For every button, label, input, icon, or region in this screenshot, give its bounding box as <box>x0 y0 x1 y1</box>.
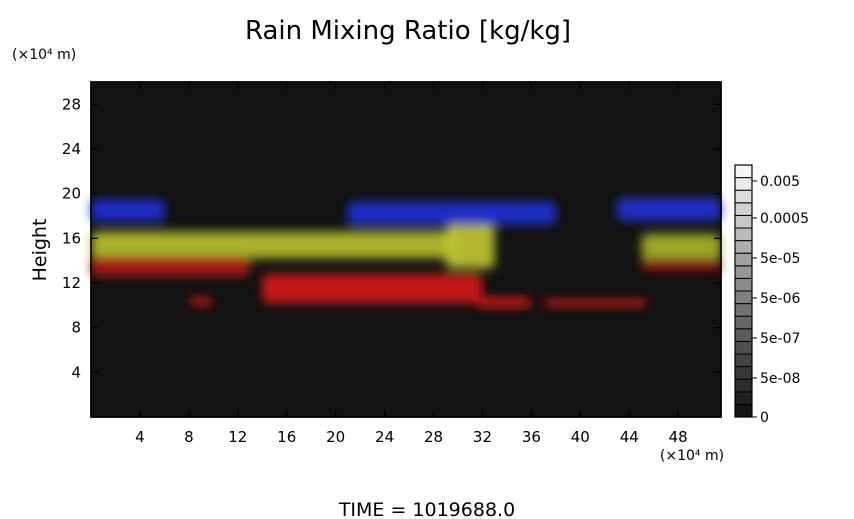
colorbar-step <box>734 403 753 418</box>
heatmap-regions <box>91 198 721 308</box>
colorbar: 0.005 0.0005 5e-05 5e-06 5e-07 5e-08 0 <box>734 164 809 426</box>
colorbar-step <box>734 353 753 368</box>
y-tick-label: 24 <box>62 140 81 158</box>
red-layer-11 <box>641 258 721 272</box>
colorbar-step <box>734 391 753 405</box>
colorbar-label: 5e-07 <box>760 331 800 347</box>
footer-time: TIME = 1019688.0 <box>338 499 515 519</box>
x-tick-label: 16 <box>277 428 296 446</box>
yellow-layer-4 <box>445 224 495 269</box>
colorbar-label: 0 <box>760 410 769 426</box>
colorbar-step <box>734 303 753 317</box>
colorbar-step <box>734 277 753 292</box>
x-tick-label: 48 <box>669 428 688 446</box>
x-tick-label: 8 <box>184 428 194 446</box>
blue-layer-1 <box>347 201 556 225</box>
x-tick-label: 4 <box>135 428 145 446</box>
red-layer-6 <box>91 256 251 277</box>
y-tick-label: 4 <box>71 363 81 381</box>
yellow-layer-5 <box>641 233 721 261</box>
x-tick-label: 40 <box>571 428 590 446</box>
y-tick-label: 20 <box>62 185 81 203</box>
x-tick-label: 24 <box>375 428 394 446</box>
plot-frame <box>90 81 722 418</box>
red-layer-8 <box>476 297 532 308</box>
x-axis-unit: (×10⁴ m) <box>660 448 724 464</box>
x-tick-label: 44 <box>620 428 639 446</box>
colorbar-step <box>734 290 753 305</box>
colorbar-step <box>734 378 753 393</box>
x-tick-label: 28 <box>424 428 443 446</box>
colorbar-step <box>734 240 753 254</box>
red-layer-7 <box>262 274 483 304</box>
colorbar-step <box>734 340 753 355</box>
x-tick-label: 20 <box>326 428 345 446</box>
y-axis-label: Height <box>29 219 51 282</box>
y-tick-label: 28 <box>62 95 81 113</box>
colorbar-label: 5e-06 <box>760 291 800 307</box>
colorbar-label: 5e-08 <box>760 371 800 387</box>
x-tick-label: 36 <box>522 428 541 446</box>
colorbar-step <box>734 214 753 229</box>
blue-layer-0 <box>91 199 165 222</box>
y-axis: 4 8 12 16 20 24 28 <box>62 95 721 381</box>
y-tick-label: 8 <box>71 319 81 337</box>
colorbar-step <box>734 252 753 267</box>
y-tick-label: 12 <box>62 274 81 292</box>
x-axis: 4 8 12 16 20 24 28 32 36 40 44 48 <box>135 82 688 446</box>
colorbar-label: 5e-05 <box>760 251 800 267</box>
colorbar-step <box>734 328 753 342</box>
yellow-layer-3 <box>91 231 458 259</box>
colorbar-label: 0.005 <box>760 174 800 190</box>
colorbar-step <box>734 366 753 380</box>
chart-title: Rain Mixing Ratio [kg/kg] <box>245 16 571 46</box>
colorbar-label: 0.0005 <box>760 211 809 227</box>
x-tick-label: 12 <box>228 428 247 446</box>
colorbar-step <box>734 189 753 204</box>
colorbar-step <box>734 164 753 179</box>
colorbar-step <box>734 177 753 191</box>
colorbar-step <box>734 202 753 216</box>
x-tick-label: 32 <box>473 428 492 446</box>
red-layer-10 <box>188 297 214 306</box>
y-tick-label: 16 <box>62 229 81 247</box>
red-layer-9 <box>543 299 648 307</box>
colorbar-step <box>734 315 753 330</box>
colorbar-frame <box>734 164 753 418</box>
blue-layer-2 <box>617 198 721 221</box>
colorbar-step <box>734 227 753 242</box>
y-axis-unit: (×10⁴ m) <box>12 47 76 63</box>
colorbar-step <box>734 265 753 279</box>
